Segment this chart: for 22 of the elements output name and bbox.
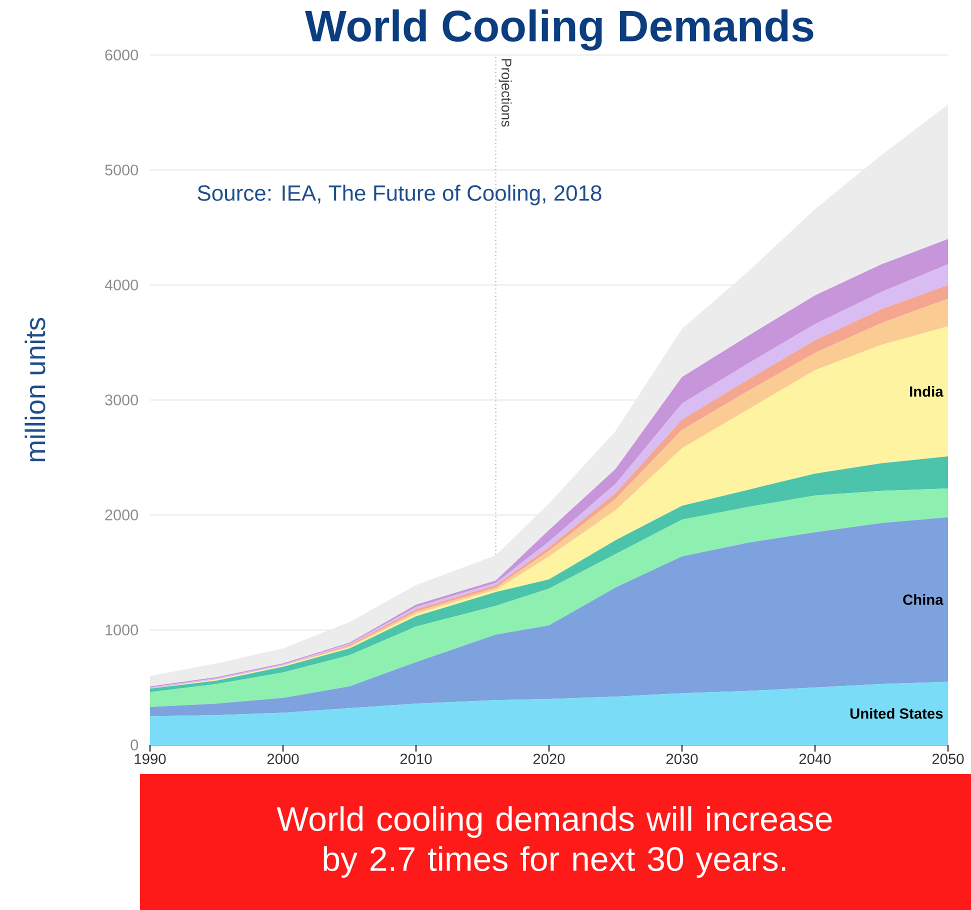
series-label: China (903, 594, 944, 605)
x-tick-label: 2050 (932, 754, 964, 764)
x-tick-label: 2010 (400, 754, 432, 764)
y-tick-label: 4000 (104, 280, 138, 290)
series-label: India (910, 386, 944, 397)
x-tick-label: 2040 (799, 754, 831, 764)
y-axis-title: million units (24, 318, 46, 462)
ref-line-label: Projections (498, 59, 512, 127)
x-tick-label: 2000 (267, 754, 299, 764)
y-tick-label: 1000 (106, 624, 138, 636)
x-tick-label: 2020 (533, 754, 565, 764)
y-tick-label: 5000 (105, 164, 138, 176)
chart-title: World Cooling Demands (305, 9, 814, 51)
series-label: United States (850, 708, 943, 719)
x-tick-label: 2030 (666, 754, 698, 764)
annotation: Source: IEA, The Future of Cooling, 2018 (198, 184, 602, 206)
y-tick-label: 6000 (105, 50, 138, 60)
y-tick-label: 3000 (105, 394, 138, 406)
text: World cooling demands will increase by 2.7 times for next 30 years. (276, 806, 832, 878)
y-tick-label: 2000 (105, 510, 138, 520)
x-tick-label: 1990 (134, 754, 166, 764)
y-tick-label: 0 (130, 740, 138, 750)
